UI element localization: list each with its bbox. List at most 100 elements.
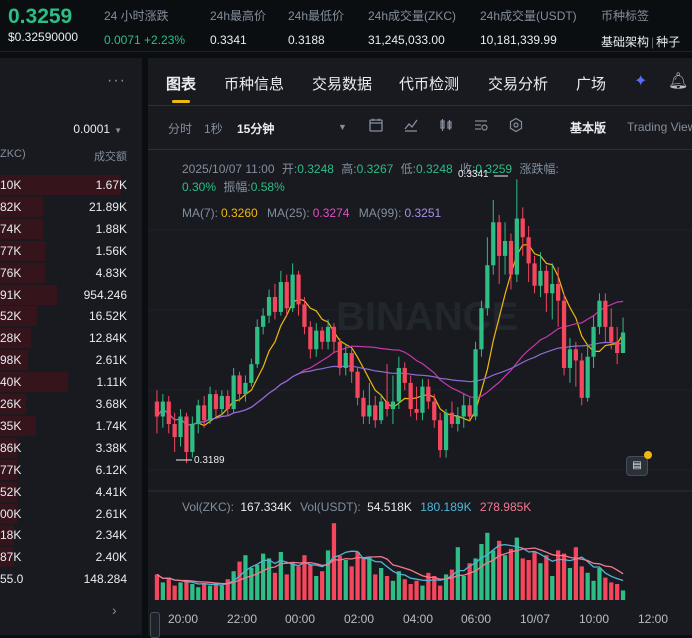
volume-bar <box>219 585 224 600</box>
book-row[interactable]: 74K 1.88K <box>0 218 142 240</box>
book-row[interactable]: 28K 12.84K <box>0 327 142 349</box>
candle-body <box>160 401 165 417</box>
book-row[interactable]: 18K 2.34K <box>0 524 142 546</box>
tab-trade-analysis[interactable]: 交易分析 <box>488 76 549 93</box>
settings-hex-icon[interactable] <box>508 117 524 133</box>
volume-bar <box>396 571 401 600</box>
x-tick: 00:00 <box>285 612 316 626</box>
book-row[interactable]: 40K 1.11K <box>0 371 142 393</box>
view-tradingview[interactable]: Trading View <box>627 120 692 134</box>
precision-select[interactable]: 0.0001 ▼ <box>73 122 122 136</box>
volume-bar <box>473 558 478 600</box>
depth-bar <box>0 459 18 480</box>
volume-bar <box>502 555 508 600</box>
candle-body <box>532 263 537 286</box>
candle-body <box>573 349 578 361</box>
volume-bar <box>379 568 384 600</box>
book-row[interactable]: 82K 21.89K <box>0 196 142 218</box>
book-row[interactable]: 76K 4.83K <box>0 262 142 284</box>
document-icon: ▤ <box>632 460 642 471</box>
stat-value: 0.3341 <box>210 33 247 47</box>
book-row[interactable]: 98K 2.61K <box>0 349 142 371</box>
candle-body <box>438 420 443 451</box>
indicator-icon[interactable] <box>403 117 419 133</box>
ai-sparkle-icon[interactable]: ✦ <box>634 73 648 90</box>
active-tab-indicator <box>172 100 190 103</box>
depth-bar <box>0 547 15 568</box>
volume-bar <box>160 582 165 600</box>
depth-bar <box>0 481 18 502</box>
candle-body <box>567 349 573 368</box>
book-row[interactable]: 91K 954.246 <box>0 284 142 306</box>
stat-value: 31,245,033.00 <box>368 33 445 47</box>
volume-bar <box>603 577 608 600</box>
book-row[interactable]: 86K 3.38K <box>0 437 142 459</box>
depth-bar <box>0 218 43 239</box>
book-row[interactable]: 35K 1.74K <box>0 415 142 437</box>
interval-15m[interactable]: 15分钟 <box>237 122 275 136</box>
high-value: 0.3267 <box>356 162 394 176</box>
pane-resize-handle[interactable] <box>150 612 160 638</box>
row-amount: 55.0 <box>0 572 24 586</box>
candle-type-icon[interactable] <box>438 117 454 133</box>
volume-bar <box>361 558 366 600</box>
low-value: 0.3248 <box>416 162 453 176</box>
book-row[interactable]: 26K 3.68K <box>0 393 142 415</box>
view-basic[interactable]: 基本版 <box>570 121 607 135</box>
candlestick-chart[interactable]: BINANCE <box>148 150 692 635</box>
volume-bar <box>202 584 207 600</box>
candle-body <box>591 326 596 357</box>
interval-dropdown-icon[interactable]: ▼ <box>338 122 347 132</box>
book-row[interactable]: 10K 1.67K <box>0 174 142 196</box>
volume-bar <box>591 580 596 600</box>
ma-readout: MA(7): 0.3260 MA(25): 0.3274 MA(99): 0.3251 <box>182 206 441 220</box>
candle-body <box>207 394 213 421</box>
drawing-tools-icon[interactable] <box>473 117 489 133</box>
calendar-icon[interactable] <box>368 117 384 133</box>
volume-bar <box>255 564 260 600</box>
bell-icon[interactable]: 🔔︎ <box>668 73 689 90</box>
precision-value: 0.0001 <box>73 122 111 136</box>
candle-body <box>585 356 590 398</box>
row-amount: 35K <box>0 418 22 433</box>
row-total: 1.74K <box>95 418 127 433</box>
candle-body <box>178 416 183 438</box>
depth-bar <box>0 415 36 436</box>
volume-bar <box>154 574 160 600</box>
chevron-right-icon[interactable]: › <box>112 602 117 618</box>
candle-body <box>166 401 171 424</box>
interval-1s[interactable]: 1秒 <box>204 122 223 136</box>
tab-chart[interactable]: 图表 <box>166 76 197 93</box>
candle-body <box>337 341 342 368</box>
chart-panel: 图表 币种信息 交易数据 代币检测 交易分析 广场 ✦ 🔔︎ 分时 1秒 15分… <box>148 58 692 638</box>
open-value: 0.3248 <box>297 162 334 176</box>
book-row[interactable]: 00K 2.61K <box>0 503 142 525</box>
volume-bar <box>432 576 437 600</box>
row-amount: 26K <box>0 397 22 411</box>
tag-infrastructure[interactable]: 基础架构 <box>601 35 650 49</box>
price-chart[interactable]: BINANCE 2025/10/07 11:00 开:0.3248 高:0.32… <box>148 150 692 638</box>
candle-body <box>261 315 266 327</box>
book-row[interactable]: 52K 4.41K <box>0 481 142 503</box>
order-panel-toggle[interactable]: ▤ <box>626 456 648 476</box>
tab-token-info[interactable]: 币种信息 <box>224 76 285 93</box>
book-row[interactable]: 77K 1.56K <box>0 240 142 262</box>
volume-bar <box>225 579 230 600</box>
volume-bar <box>620 590 626 600</box>
row-amount: 40K <box>0 375 22 390</box>
book-row[interactable]: 77K 6.12K <box>0 459 142 481</box>
book-row[interactable]: 52K 16.52K <box>0 305 142 327</box>
more-dots-icon[interactable]: ··· <box>107 72 126 89</box>
interval-time[interactable]: 分时 <box>168 122 193 136</box>
stat-value: 0.3188 <box>288 33 325 47</box>
tab-trading-data[interactable]: 交易数据 <box>312 76 373 93</box>
row-amount: 98K <box>0 353 22 368</box>
tab-token-check[interactable]: 代币检测 <box>399 76 460 93</box>
tag-seed[interactable]: 种子 <box>656 35 681 49</box>
candle-body <box>443 412 449 451</box>
candle-body <box>414 409 419 413</box>
volume-bar <box>615 584 620 600</box>
tab-square[interactable]: 广场 <box>576 76 607 93</box>
book-row[interactable]: 87K 2.40K <box>0 546 142 568</box>
depth-bar <box>0 240 46 261</box>
